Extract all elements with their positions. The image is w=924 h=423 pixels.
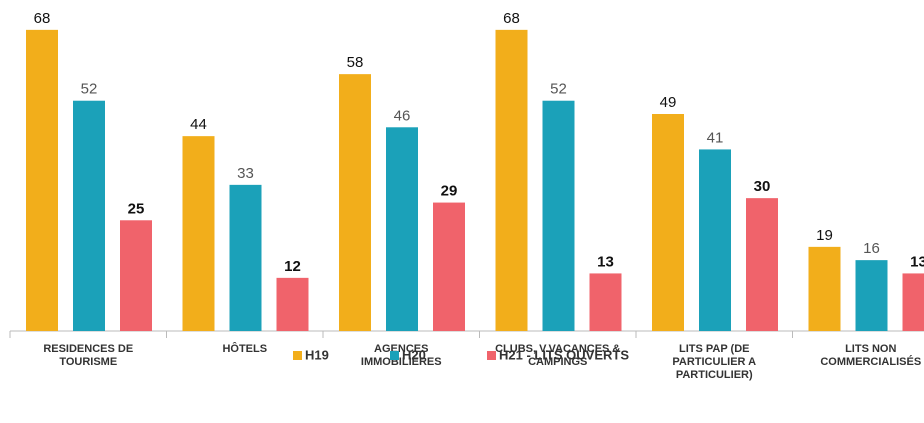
label-line: TOURISME [59,356,117,368]
label-line: RESIDENCES DE [43,343,133,355]
legend-swatch [293,351,302,360]
legend-label: H19 [305,347,329,362]
value-label: 29 [441,183,458,200]
x-tick-label: CLUBS, V.VACANCES & CAMPINGS [495,343,620,368]
label-line: AGENCES [374,343,428,355]
bar [386,127,418,332]
value-label: 33 [237,165,254,182]
bar [902,273,924,331]
bar [73,100,105,331]
label-line: HÔTELS [222,342,267,355]
bar [182,136,215,331]
x-tick-label: AGENCES IMMOBILIERES [361,343,442,368]
bar [433,202,465,331]
label-line: IMMOBILIERES [361,356,442,368]
x-tick-label: RESIDENCES DE TOURISME [43,343,133,368]
x-tick-label: LITS PAP (DE PARTICULIER A PARTICULIER) [672,343,756,381]
value-label: 13 [597,253,614,270]
value-label: 30 [754,178,771,195]
bar [495,29,528,331]
value-label: 46 [394,107,411,124]
bar [746,198,778,331]
value-label: 12 [284,258,301,275]
bar [808,246,841,331]
value-label: 52 [81,81,98,98]
legend-label: H21 - LITS OUVERTS [499,347,629,362]
value-label: 25 [128,200,145,217]
value-label: 52 [550,81,567,98]
label-line: LITS PAP (DE [679,343,750,355]
value-label: 19 [816,227,833,244]
bar [542,100,575,331]
value-label: 44 [190,116,207,133]
value-label: 58 [347,54,364,71]
x-tick-label: HÔTELS [222,342,267,355]
bar [699,149,731,331]
bar [229,184,262,331]
label-line: LITS NON [845,343,896,355]
bar [339,74,371,332]
bar [652,114,684,331]
value-label: 49 [660,94,677,111]
bar [276,277,309,331]
bar [26,29,58,331]
legend-swatch [390,351,399,360]
value-label: 68 [503,10,520,27]
x-tick-label: LITS NON COMMERCIALISÉS [820,343,921,368]
bar [855,260,888,331]
label-line: CLUBS, V.VACANCES & [495,343,620,355]
legend-swatch [487,351,496,360]
label-line: CAMPINGS [528,356,587,368]
label-line: PARTICULIER) [676,369,753,381]
value-label: 41 [707,129,724,146]
bar [589,273,622,331]
label-line: PARTICULIER A [672,356,756,368]
bar [120,220,152,331]
legend-label: H20 [402,347,426,362]
value-label: 68 [34,10,51,27]
value-label: 16 [863,240,880,257]
value-label: 13 [910,253,924,270]
label-line: COMMERCIALISÉS [820,355,921,368]
